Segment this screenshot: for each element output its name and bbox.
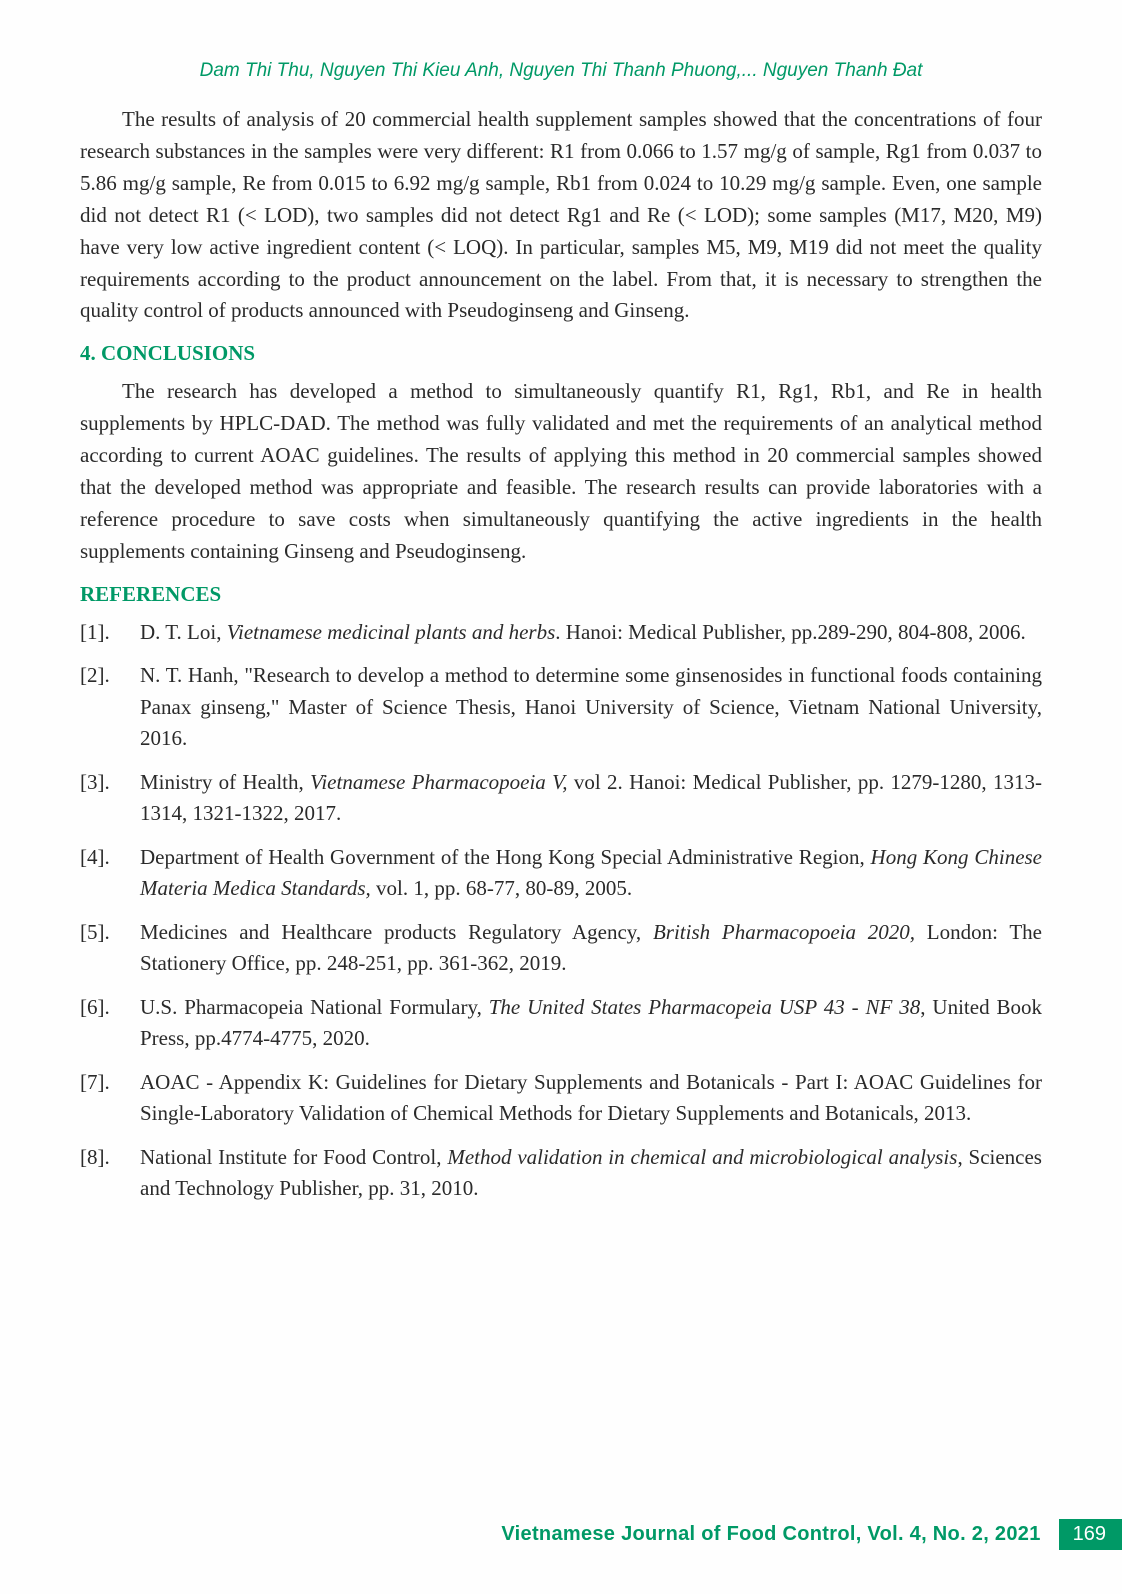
- author-line: Dam Thi Thu, Nguyen Thi Kieu Anh, Nguyen…: [80, 60, 1042, 82]
- reference-text: N. T. Hanh, "Research to develop a metho…: [140, 660, 1042, 755]
- reference-item-2: [2]. N. T. Hanh, "Research to develop a …: [80, 660, 1042, 755]
- results-paragraph: The results of analysis of 20 commercial…: [80, 104, 1042, 327]
- reference-item-1: [1]. D. T. Loi, Vietnamese medicinal pla…: [80, 617, 1042, 649]
- reference-item-4: [4]. Department of Health Government of …: [80, 842, 1042, 905]
- reference-text: U.S. Pharmacopeia National Formulary, Th…: [140, 992, 1042, 1055]
- references-list: [1]. D. T. Loi, Vietnamese medicinal pla…: [80, 617, 1042, 1205]
- reference-text: Department of Health Government of the H…: [140, 842, 1042, 905]
- conclusions-paragraph: The research has developed a method to s…: [80, 376, 1042, 567]
- conclusions-heading: 4. CONCLUSIONS: [80, 341, 1042, 366]
- reference-num: [1].: [80, 617, 140, 649]
- reference-num: [7].: [80, 1067, 140, 1130]
- reference-num: [4].: [80, 842, 140, 905]
- reference-text: Ministry of Health, Vietnamese Pharmacop…: [140, 767, 1042, 830]
- reference-text: AOAC - Appendix K: Guidelines for Dietar…: [140, 1067, 1042, 1130]
- footer-journal-title: Vietnamese Journal of Food Control, Vol.…: [501, 1523, 1040, 1546]
- reference-item-6: [6]. U.S. Pharmacopeia National Formular…: [80, 992, 1042, 1055]
- reference-text: National Institute for Food Control, Met…: [140, 1142, 1042, 1205]
- footer-page-number: 169: [1059, 1519, 1122, 1550]
- reference-text: Medicines and Healthcare products Regula…: [140, 917, 1042, 980]
- reference-item-8: [8]. National Institute for Food Control…: [80, 1142, 1042, 1205]
- references-heading: REFERENCES: [80, 582, 1042, 607]
- reference-num: [8].: [80, 1142, 140, 1205]
- reference-num: [5].: [80, 917, 140, 980]
- reference-item-3: [3]. Ministry of Health, Vietnamese Phar…: [80, 767, 1042, 830]
- reference-num: [6].: [80, 992, 140, 1055]
- page-content: Dam Thi Thu, Nguyen Thi Kieu Anh, Nguyen…: [0, 0, 1122, 1205]
- reference-num: [2].: [80, 660, 140, 755]
- reference-item-7: [7]. AOAC - Appendix K: Guidelines for D…: [80, 1067, 1042, 1130]
- reference-text: D. T. Loi, Vietnamese medicinal plants a…: [140, 617, 1042, 649]
- reference-item-5: [5]. Medicines and Healthcare products R…: [80, 917, 1042, 980]
- page-footer: Vietnamese Journal of Food Control, Vol.…: [501, 1519, 1122, 1550]
- reference-num: [3].: [80, 767, 140, 830]
